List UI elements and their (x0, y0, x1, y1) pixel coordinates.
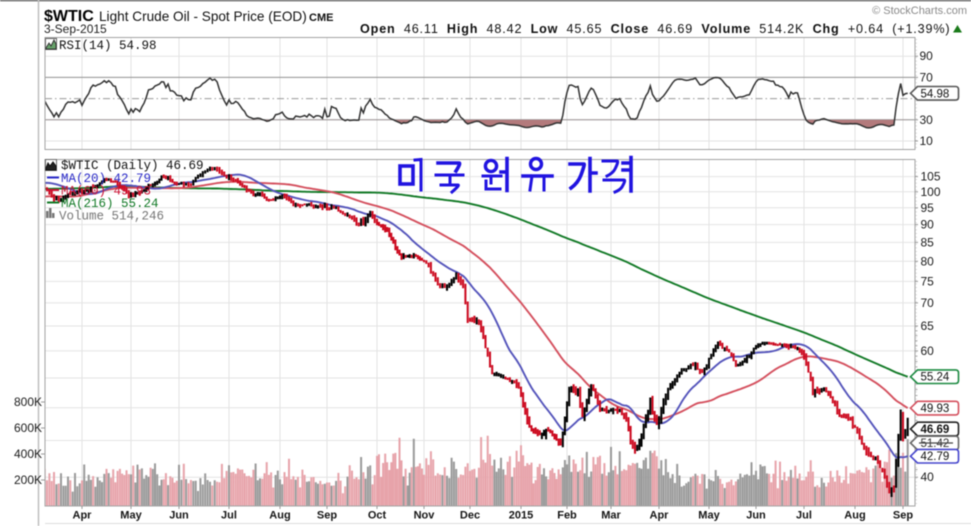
svg-text:2015: 2015 (509, 510, 533, 522)
svg-text:Jul: Jul (796, 510, 812, 522)
svg-text:MA(216) 55.24: MA(216) 55.24 (61, 197, 159, 211)
svg-text:105: 105 (921, 170, 941, 184)
svg-text:95: 95 (921, 201, 935, 215)
svg-text:10: 10 (920, 134, 934, 148)
svg-text:$WTIC (Daily) 46.69: $WTIC (Daily) 46.69 (61, 159, 204, 173)
svg-text:42.79: 42.79 (921, 451, 950, 463)
svg-text:© StockCharts.com: © StockCharts.com (872, 5, 967, 17)
svg-text:Aug: Aug (844, 510, 865, 522)
svg-text:200K: 200K (14, 473, 42, 487)
svg-text:MA(20) 42.79: MA(20) 42.79 (61, 172, 151, 186)
svg-text:75: 75 (921, 274, 935, 288)
svg-text:55.24: 55.24 (921, 372, 950, 384)
svg-text:CME: CME (309, 12, 333, 24)
svg-text:51.42: 51.42 (921, 438, 950, 450)
svg-text:40: 40 (921, 470, 935, 484)
svg-text:80: 80 (921, 254, 935, 268)
svg-text:Mar: Mar (601, 510, 621, 522)
svg-text:Jun: Jun (746, 510, 766, 522)
svg-text:600K: 600K (14, 421, 42, 435)
svg-text:100: 100 (921, 185, 941, 199)
svg-text:3-Sep-2015: 3-Sep-2015 (44, 22, 107, 36)
svg-text:May: May (698, 510, 720, 522)
svg-text:30: 30 (920, 113, 934, 127)
svg-text:49.93: 49.93 (921, 403, 950, 415)
svg-text:46.69: 46.69 (921, 424, 950, 436)
svg-text:Light Crude Oil - Spot Price (: Light Crude Oil - Spot Price (EOD) (99, 9, 307, 24)
svg-text:70: 70 (920, 70, 934, 84)
svg-text:Jun: Jun (169, 510, 189, 522)
svg-text:$WTIC: $WTIC (44, 8, 94, 25)
svg-text:800K: 800K (14, 395, 42, 409)
svg-text:Aug: Aug (269, 510, 290, 522)
svg-text:400K: 400K (14, 447, 42, 461)
svg-text:Nov: Nov (414, 510, 436, 522)
svg-text:90: 90 (920, 49, 934, 63)
svg-text:RSI(14) 54.98: RSI(14) 54.98 (59, 39, 157, 53)
svg-text:Sep: Sep (317, 510, 337, 522)
svg-text:Dec: Dec (460, 510, 480, 522)
svg-text:54.98: 54.98 (921, 88, 950, 100)
svg-text:Apr: Apr (73, 510, 93, 522)
svg-text:Volume 514,246: Volume 514,246 (59, 210, 164, 224)
svg-text:90: 90 (921, 218, 935, 232)
svg-text:Open 46.11 High 48.42 Low 45.6: Open 46.11 High 48.42 Low 45.65 Close 46… (360, 22, 950, 36)
svg-text:65: 65 (921, 319, 935, 333)
svg-text:Apr: Apr (650, 510, 670, 522)
svg-text:MA(60) 49.93: MA(60) 49.93 (61, 185, 151, 199)
svg-text:Oct: Oct (368, 510, 387, 522)
svg-text:70: 70 (921, 296, 935, 310)
svg-text:May: May (120, 510, 142, 522)
svg-text:Feb: Feb (557, 510, 577, 522)
svg-text:60: 60 (921, 344, 935, 358)
svg-text:Sep: Sep (893, 510, 913, 522)
svg-text:Jul: Jul (221, 510, 237, 522)
svg-text:85: 85 (921, 235, 935, 249)
